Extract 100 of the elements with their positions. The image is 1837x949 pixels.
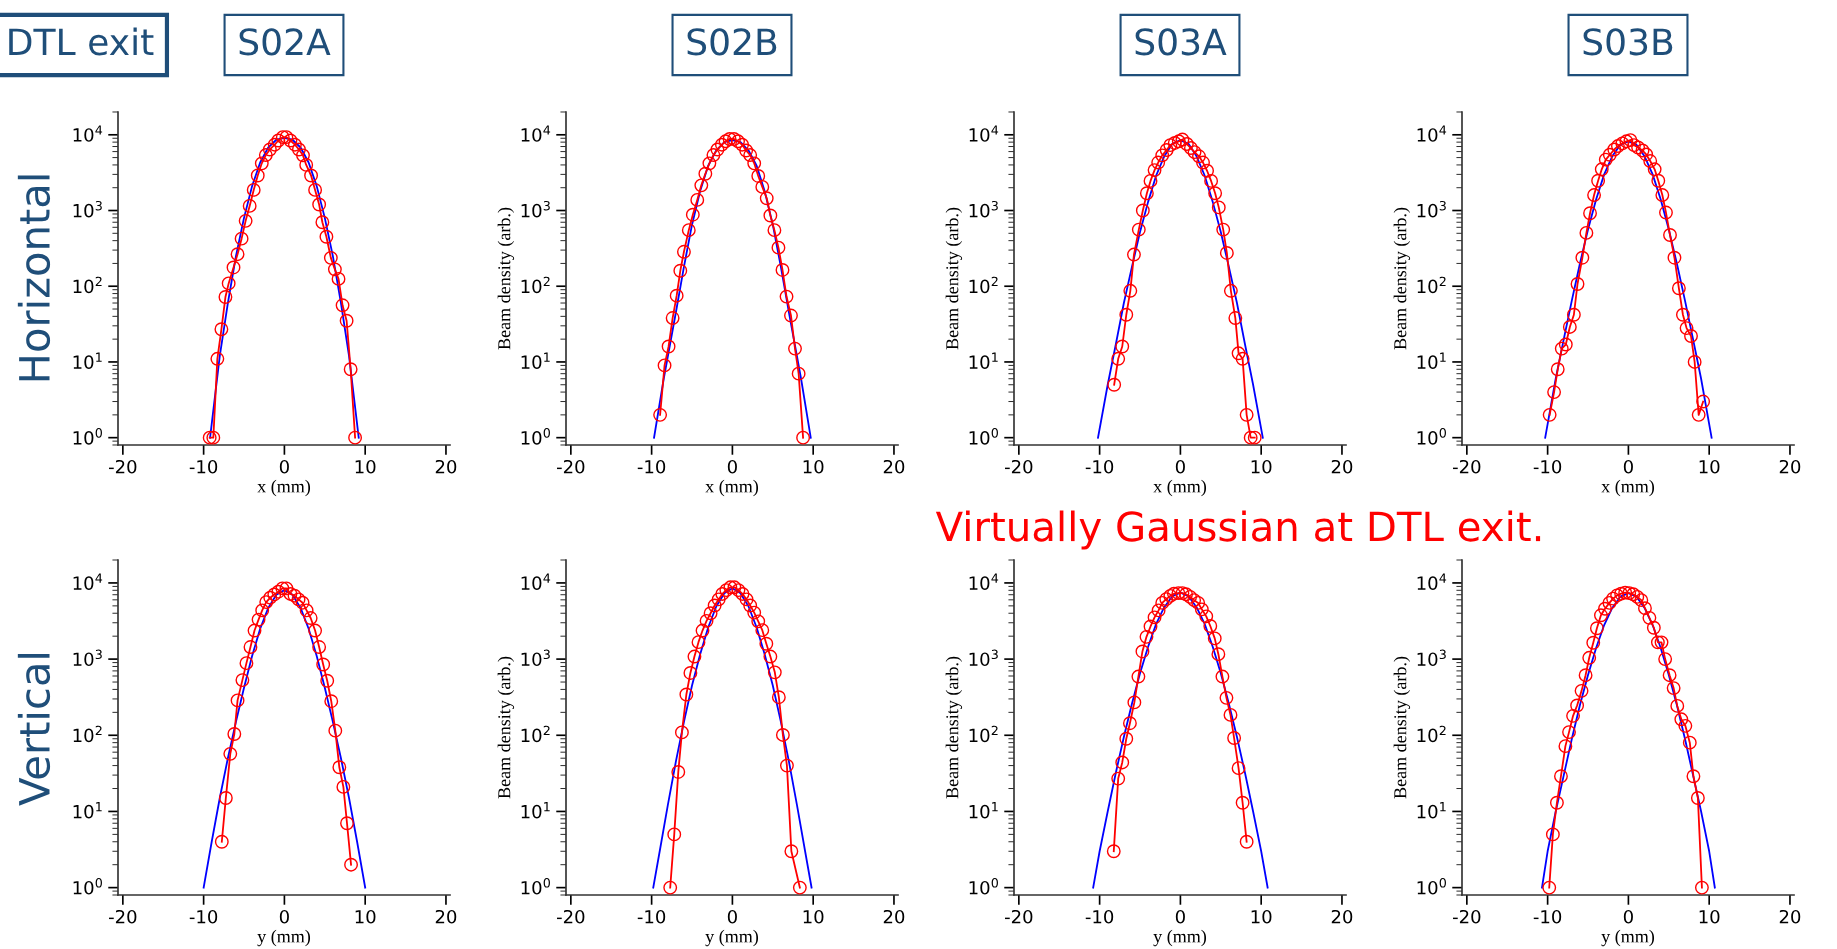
point [1674, 712, 1689, 727]
text: Horizontal [17, 175, 51, 381]
y-tick-label: 10$^{1}$ [969, 802, 998, 819]
point [727, 580, 742, 595]
y-tick-label: 10$^{0}$ [969, 878, 998, 895]
point [714, 137, 729, 152]
point [1594, 162, 1609, 177]
point [699, 613, 714, 628]
text: DTL exit [9, 27, 154, 56]
point [1107, 377, 1122, 392]
point [312, 640, 327, 654]
point [657, 358, 672, 373]
point [747, 605, 762, 620]
point [747, 156, 762, 171]
point [1630, 589, 1645, 604]
point [291, 142, 306, 157]
point [722, 132, 737, 146]
y-tick-label: 10$^{2}$ [73, 725, 102, 743]
point [735, 137, 750, 152]
point [1659, 205, 1673, 220]
point [1684, 329, 1698, 343]
point [291, 592, 306, 607]
y-tick-label: 10$^{4}$ [73, 125, 103, 142]
point [779, 289, 794, 304]
point [1204, 173, 1219, 188]
point [210, 351, 225, 366]
point [335, 298, 350, 313]
point [735, 586, 750, 601]
point [1167, 136, 1182, 150]
point [202, 430, 217, 445]
point [1192, 149, 1206, 164]
point [259, 595, 274, 610]
y-tick-label: 10$^{1}$ [73, 802, 102, 819]
point [1235, 795, 1250, 810]
point [1675, 307, 1690, 322]
point [1667, 250, 1682, 265]
point [1643, 154, 1658, 168]
x-tick-label: -20 [1452, 909, 1481, 924]
y-tick-label: 10$^{2}$ [969, 276, 998, 294]
point [792, 880, 807, 895]
point [308, 182, 323, 197]
point [755, 623, 770, 638]
point [287, 137, 302, 152]
point [283, 133, 298, 148]
point [663, 880, 678, 895]
x-tick-label: -20 [1004, 459, 1033, 474]
x-tick-label: 10 [1251, 909, 1272, 924]
point [679, 687, 694, 702]
point [1119, 307, 1134, 322]
point [1627, 138, 1642, 153]
point [214, 322, 229, 337]
point [739, 592, 754, 607]
point [1127, 695, 1142, 710]
y-tick-label: 10$^{4}$ [1417, 573, 1447, 590]
point [1208, 186, 1223, 201]
point [1194, 602, 1209, 617]
point [1554, 341, 1569, 356]
point [667, 827, 682, 842]
point [1614, 586, 1629, 601]
point [304, 168, 319, 183]
point [755, 179, 770, 194]
point [1591, 173, 1606, 188]
point [1187, 145, 1202, 160]
point [343, 362, 358, 377]
point [1615, 136, 1630, 151]
y-tick-label: 10$^{1}$ [1417, 802, 1446, 819]
x-tick-label: 0 [727, 909, 737, 924]
x-tick-label: 0 [1623, 459, 1633, 474]
point [1670, 698, 1685, 713]
x-tick-label: -10 [637, 459, 666, 474]
point [1593, 608, 1608, 623]
point [665, 311, 680, 325]
x-tick-label: -20 [556, 459, 585, 474]
point [1183, 141, 1198, 156]
point [1542, 407, 1557, 422]
point [1243, 430, 1258, 445]
point [723, 580, 738, 595]
y-tick-label: 10$^{3}$ [73, 200, 102, 218]
x-tick-label: 20 [435, 459, 457, 474]
point [214, 834, 229, 849]
point [1579, 225, 1594, 240]
point [751, 614, 766, 629]
point [1227, 731, 1242, 745]
point [1602, 595, 1617, 610]
point [262, 142, 277, 157]
point [1123, 283, 1138, 298]
point [1558, 337, 1573, 352]
point [1558, 739, 1573, 754]
point [763, 649, 778, 664]
x-tick-label: 20 [435, 909, 457, 924]
x-tick-label: -10 [1085, 459, 1114, 474]
point [328, 723, 343, 738]
point [1147, 163, 1162, 178]
point [1115, 339, 1130, 354]
point [1631, 140, 1646, 155]
point [1231, 346, 1246, 361]
x-axis-title: x (mm) [257, 479, 311, 497]
point [221, 276, 236, 291]
point [1598, 601, 1612, 616]
point [1663, 228, 1677, 242]
